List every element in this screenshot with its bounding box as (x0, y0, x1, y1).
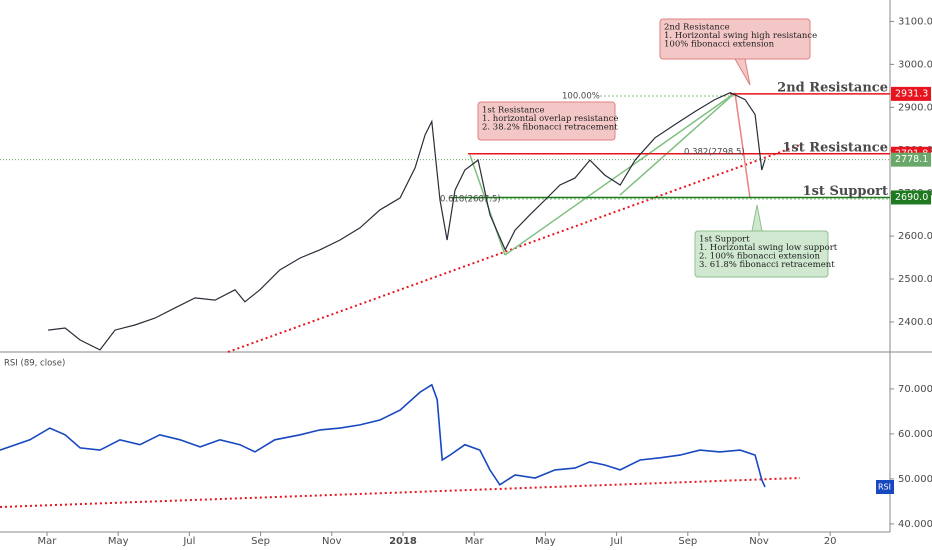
y-tick-label: 3100.0 (898, 16, 932, 27)
y-tick-label: 50.0000 (898, 474, 932, 485)
level-tag-label: 2931.3 (895, 88, 928, 99)
y-tick-label: 40.0000 (898, 519, 932, 530)
fib-label: 0.382(2798.5) (684, 148, 745, 158)
level-tag (891, 86, 931, 101)
fib-leg (734, 92, 751, 199)
x-tick-label: 20 (824, 536, 837, 547)
y-tick-label: 2900.0 (898, 102, 932, 113)
level-tag (891, 190, 931, 205)
callout-text: 100% fibonacci extension (664, 40, 775, 50)
y-tick-label: 2600.0 (898, 231, 932, 242)
callout-text: 1st Resistance (482, 106, 545, 116)
rsi-title: RSI (89, close) (4, 359, 65, 369)
level-name: 2nd Resistance (777, 80, 888, 95)
level-name: 1st Resistance (782, 140, 888, 155)
series-line (0, 383, 766, 488)
series-line (48, 92, 766, 351)
y-tick-label: 2400.0 (898, 317, 932, 328)
callout-box (477, 101, 616, 141)
last-price-tag (891, 152, 931, 167)
level-name: 1st Support (803, 184, 888, 199)
rsi-tag-label: RSI (878, 483, 891, 492)
rsi-tag (876, 480, 894, 494)
rsi-trend-line (0, 477, 801, 508)
x-tick-label: Nov (322, 536, 342, 547)
fib-leg (619, 92, 736, 196)
x-tick-label: Mar (38, 536, 58, 547)
x-tick-label: Sep (678, 536, 697, 547)
y-tick-label: 3000.0 (898, 59, 932, 70)
x-tick-label: Nov (749, 536, 769, 547)
y-tick-label: 60.0000 (898, 429, 932, 440)
x-tick-label: Mar (465, 536, 485, 547)
callout-text: 2. 100% fibonacci extension (699, 252, 820, 262)
fib-label: 0.618(2687.5) (440, 195, 501, 205)
x-tick-label: Sep (251, 536, 270, 547)
x-tick-label: Jul (182, 536, 195, 547)
x-tick-label: Jul (610, 536, 623, 547)
callout-text: 1st Support (699, 235, 750, 245)
last-price-label: 2778.1 (895, 154, 928, 165)
x-tick-label: May (535, 536, 556, 547)
y-tick-label: 2500.0 (898, 274, 932, 285)
fib-leg (504, 92, 736, 256)
x-tick-label: 2018 (389, 536, 417, 547)
fib-label: 100.00% (562, 92, 600, 102)
callout-pointer (751, 204, 763, 232)
callout-text: 3. 61.8% fibonacci retracement (699, 260, 835, 270)
callout-text: 2nd Resistance (664, 23, 730, 33)
y-tick-label: 70.0000 (898, 384, 932, 395)
trend-line (227, 144, 801, 353)
callout-pointer (734, 58, 751, 86)
callout-text: 1. horizontal overlap resistance (482, 114, 618, 124)
callout-text: 2. 38.2% fibonacci retracement (482, 123, 618, 133)
x-tick-label: May (108, 536, 129, 547)
callout-text: 1. Horizontal swing high resistance (664, 31, 817, 41)
callout-text: 1. Horizontal swing low support (699, 243, 838, 253)
level-tag-label: 2690.0 (895, 192, 928, 203)
